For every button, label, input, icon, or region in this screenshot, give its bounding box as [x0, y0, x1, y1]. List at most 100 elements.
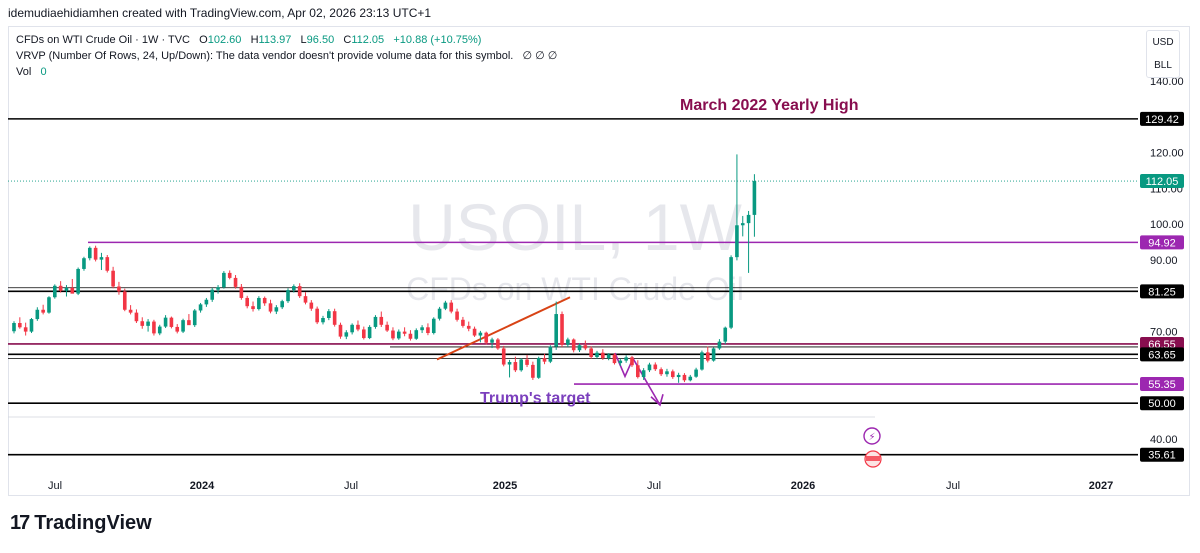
volume-label[interactable]: Vol — [16, 66, 32, 78]
candle-body[interactable] — [472, 328, 477, 336]
candle-body[interactable] — [624, 357, 628, 361]
candle-body[interactable] — [700, 352, 704, 370]
candle-body[interactable] — [484, 332, 489, 343]
candle-body[interactable] — [338, 324, 343, 337]
candle-body[interactable] — [58, 285, 63, 291]
candle-body[interactable] — [519, 359, 524, 371]
candle-body[interactable] — [152, 321, 156, 334]
candle-body[interactable] — [577, 345, 582, 351]
candle-body[interactable] — [117, 286, 121, 292]
candle-body[interactable] — [87, 247, 92, 259]
candle-body[interactable] — [134, 312, 139, 322]
candle-body[interactable] — [618, 360, 623, 364]
candle-body[interactable] — [391, 330, 395, 339]
candle-body[interactable] — [41, 309, 45, 313]
candle-body[interactable] — [735, 225, 739, 258]
events[interactable]: ⚡ — [863, 427, 882, 468]
candle-body[interactable] — [274, 307, 279, 312]
candle-body[interactable] — [12, 323, 16, 332]
candle-body[interactable] — [163, 317, 168, 327]
tradingview-logo[interactable]: 17 TradingView — [10, 512, 152, 535]
candle-body[interactable] — [589, 348, 593, 358]
candle-body[interactable] — [653, 364, 658, 370]
candle-body[interactable] — [507, 362, 512, 365]
candle-body[interactable] — [204, 299, 209, 305]
candle-body[interactable] — [682, 374, 687, 381]
candle-body[interactable] — [29, 319, 34, 332]
candle-body[interactable] — [612, 354, 617, 364]
time-axis[interactable]: Jul 2024 Jul 2025 Jul 2026 Jul 2027 — [48, 480, 1113, 492]
candle-body[interactable] — [729, 257, 733, 328]
candle-body[interactable] — [379, 316, 384, 325]
candle-body[interactable] — [414, 330, 419, 339]
candle-body[interactable] — [408, 333, 413, 339]
candle-body[interactable] — [146, 321, 150, 326]
candle-body[interactable] — [169, 317, 174, 327]
candle-body[interactable] — [128, 309, 133, 313]
candle-body[interactable] — [315, 308, 319, 323]
candle-body[interactable] — [210, 289, 215, 300]
candle-body[interactable] — [350, 324, 354, 333]
candle-body[interactable] — [665, 371, 669, 375]
candle-body[interactable] — [356, 324, 360, 330]
candle-body[interactable] — [431, 318, 436, 334]
candle-body[interactable] — [327, 311, 331, 318]
candle-body[interactable] — [437, 308, 442, 319]
candle-body[interactable] — [490, 339, 494, 343]
candle-body[interactable] — [268, 303, 273, 312]
candle-body[interactable] — [606, 354, 611, 359]
candle-body[interactable] — [297, 286, 302, 297]
candle-body[interactable] — [566, 339, 570, 345]
candle-body[interactable] — [647, 364, 652, 371]
candle-body[interactable] — [595, 352, 599, 358]
candle-body[interactable] — [70, 287, 75, 294]
candle-body[interactable] — [257, 297, 261, 310]
candle-body[interactable] — [18, 323, 22, 328]
candle-body[interactable] — [705, 352, 710, 361]
candle-body[interactable] — [181, 320, 185, 332]
candle-body[interactable] — [443, 302, 448, 309]
candle-body[interactable] — [262, 297, 267, 304]
trend-line[interactable] — [436, 296, 571, 361]
candle-body[interactable] — [227, 272, 232, 278]
candle-body[interactable] — [536, 358, 541, 378]
candle-body[interactable] — [746, 214, 751, 224]
vrvp-indicator[interactable]: VRVP (Number Of Rows, 24, Up/Down): The … — [16, 50, 514, 62]
candle-body[interactable] — [455, 311, 459, 320]
candle-body[interactable] — [513, 362, 518, 371]
candle-body[interactable] — [99, 257, 104, 260]
candle-body[interactable] — [332, 311, 337, 325]
candle-body[interactable] — [717, 341, 722, 349]
candle-body[interactable] — [478, 332, 483, 336]
candle-body[interactable] — [222, 272, 226, 288]
candle-body[interactable] — [466, 325, 471, 329]
candle-body[interactable] — [175, 326, 180, 332]
candle-body[interactable] — [105, 257, 110, 271]
candle-body[interactable] — [496, 339, 500, 349]
candle-body[interactable] — [449, 302, 454, 312]
candle-body[interactable] — [630, 357, 634, 366]
candle-body[interactable] — [554, 314, 558, 347]
candle-body[interactable] — [309, 302, 314, 309]
candle-body[interactable] — [280, 301, 284, 308]
candle-body[interactable] — [321, 317, 325, 323]
candle-body[interactable] — [636, 365, 640, 378]
candle-body[interactable] — [157, 326, 162, 334]
candle-body[interactable] — [420, 327, 424, 331]
candle-body[interactable] — [198, 304, 203, 311]
candle-body[interactable] — [245, 297, 249, 307]
candle-body[interactable] — [303, 296, 308, 303]
candle-body[interactable] — [362, 329, 366, 339]
candle-body[interactable] — [82, 258, 86, 269]
candle-body[interactable] — [601, 352, 605, 359]
candle-body[interactable] — [23, 327, 28, 332]
price-scale-unit-box[interactable]: USD BLL — [1146, 30, 1180, 78]
candle-body[interactable] — [233, 277, 238, 287]
candle-body[interactable] — [676, 374, 681, 378]
candle-body[interactable] — [122, 291, 127, 310]
candle-body[interactable] — [385, 324, 389, 331]
candle-body[interactable] — [402, 331, 407, 334]
candle-body[interactable] — [740, 223, 745, 226]
